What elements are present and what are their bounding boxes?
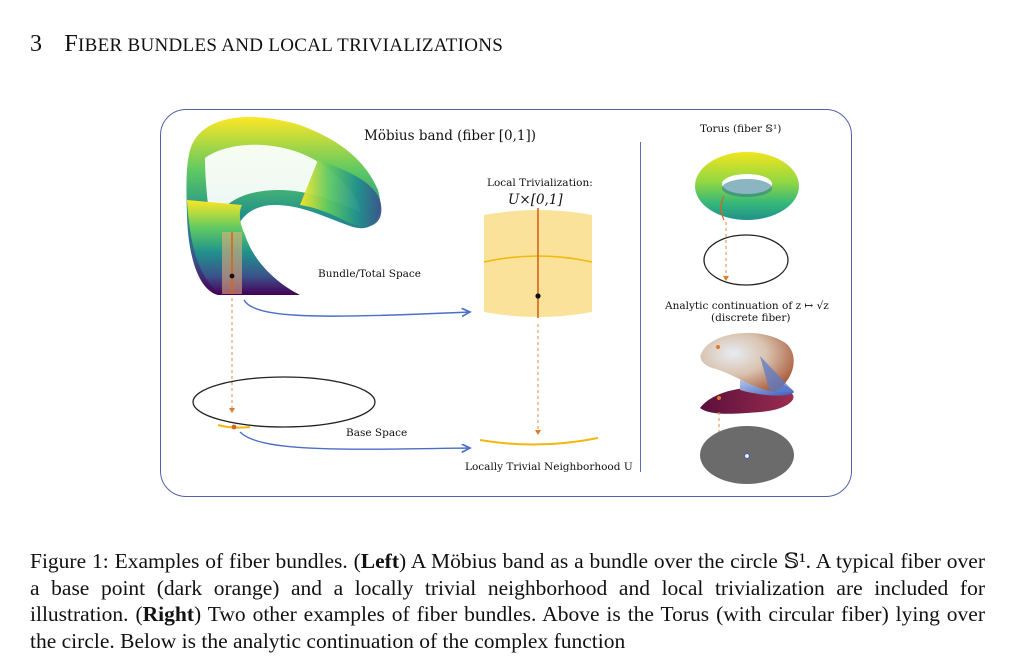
locally-trivial-label: Locally Trivial Neighborhood U — [465, 461, 633, 473]
section-heading: 3 FIBER BUNDLES AND LOCAL TRIVIALIZATIONS — [30, 31, 503, 58]
neighborhood-arrow — [239, 431, 470, 449]
base-space-label: Base Space — [346, 427, 408, 439]
local-trivialization-math: U×[0,1] — [508, 192, 563, 208]
trivialization-patch — [483, 208, 593, 318]
caption-right-word: Right — [142, 602, 195, 626]
bundle-label: Bundle/Total Space — [318, 268, 422, 280]
mobius-title: Möbius band (fiber [0,1]) — [364, 128, 537, 144]
caption-left-word: Left — [360, 549, 399, 573]
section-title-initial: F — [64, 31, 78, 57]
discrete-fiber-label: (discrete fiber) — [711, 312, 791, 324]
figure-divider — [640, 142, 642, 472]
figure-caption: Figure 1: Examples of fiber bundles. (Le… — [30, 548, 985, 654]
trivialization-arrow — [243, 299, 470, 316]
base-circle — [192, 376, 376, 428]
figure-frame — [160, 109, 852, 497]
section-number: 3 — [30, 31, 43, 57]
torus — [695, 152, 799, 221]
base-point — [231, 424, 237, 430]
section-title-rest: IBER BUNDLES AND LOCAL TRIVIALIZATIONS — [77, 35, 504, 56]
torus-base-circle — [703, 234, 789, 286]
caption-part-2: ) Two other examples of fiber bundles. A… — [30, 602, 986, 653]
torus-title: Torus (fiber 𝕊¹) — [700, 123, 782, 135]
mobius-band — [186, 117, 382, 295]
local-trivialization-label: Local Trivialization: — [487, 177, 593, 189]
branch-point — [744, 453, 750, 459]
neighborhood-arc — [479, 437, 599, 446]
analytic-continuation-label: Analytic continuation of z ↦ √z — [665, 300, 829, 312]
caption-part-1: ) A Möbius band as a bundle over the cir… — [30, 549, 985, 626]
caption-prefix: Figure 1: Examples of fiber bundles. ( — [30, 549, 361, 573]
sqrt-riemann-surface — [700, 332, 794, 414]
